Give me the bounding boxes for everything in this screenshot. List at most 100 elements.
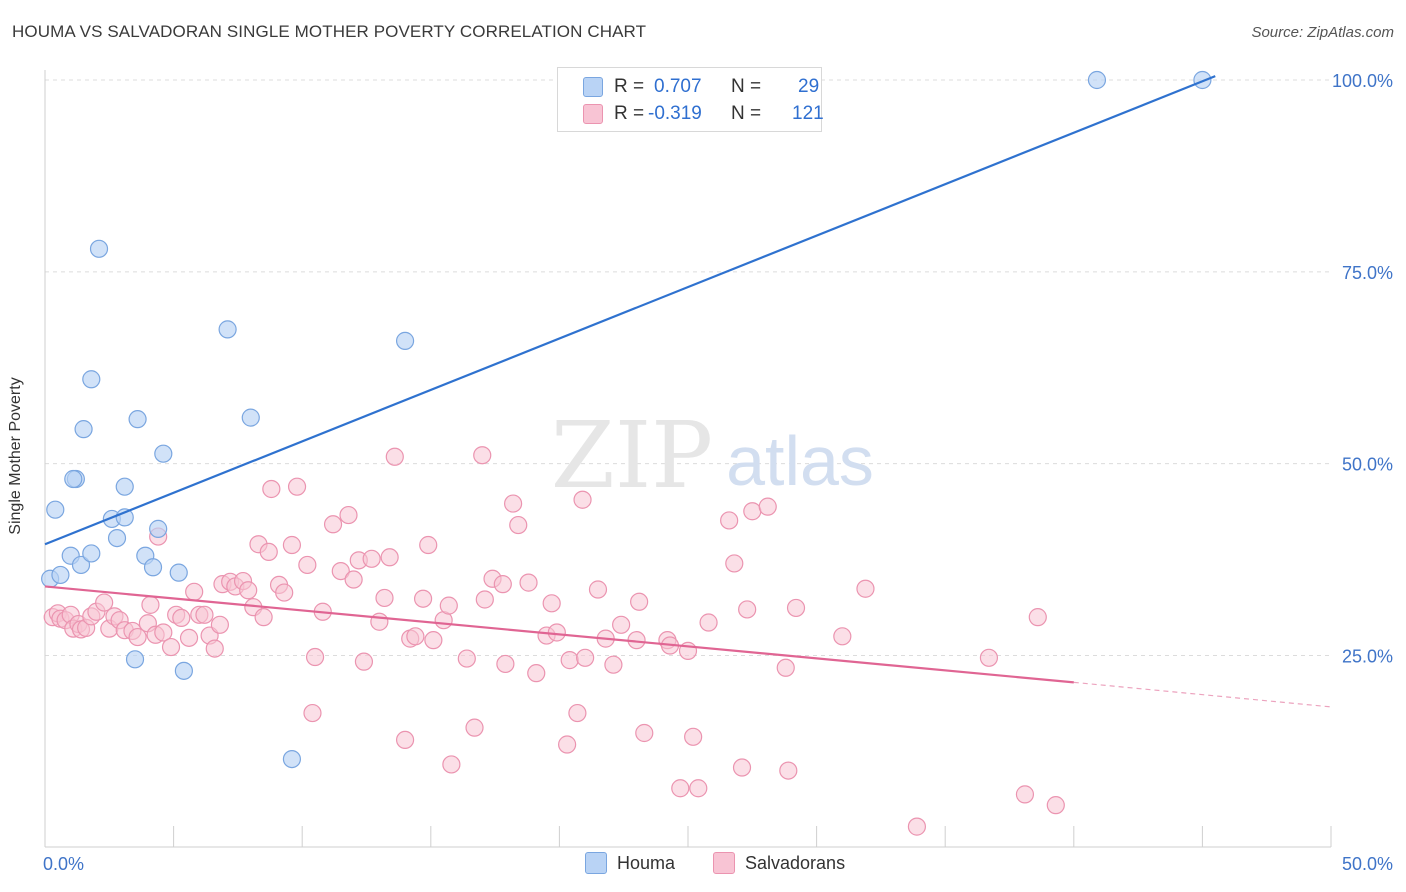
salvadorans-point-79 [509,515,528,535]
salvadorans-point-115 [907,817,927,836]
salvadorans-point-64 [406,627,425,646]
houma-trend-line [44,75,1216,546]
houma-point-25 [282,749,302,769]
salvadorans-point-66 [419,535,438,555]
houma-point-26 [395,331,415,350]
houma-point-7 [74,420,93,439]
salvadorans-point-67 [424,631,443,650]
salvadorans-point-92 [604,655,623,674]
salvadorans-point-26 [179,628,199,647]
y-axis-label: Single Mother Poverty [7,377,24,535]
salvadorans-point-73 [473,446,492,465]
salvadorans-point-37 [239,581,258,600]
salvadorans-point-105 [725,554,744,573]
salvadorans-point-59 [375,588,394,608]
salvadorans-point-46 [287,477,307,496]
salvadorans-point-99 [671,779,690,798]
legend-swatch-salvadorans [583,104,603,124]
salvadorans-point-118 [1028,608,1047,627]
salvadorans-point-62 [395,730,415,750]
salvadorans-point-74 [475,590,494,609]
legend-swatch-houma [583,77,603,97]
houma-point-1 [46,500,65,519]
houma-point-16 [128,410,147,429]
legend-r-label-salvadorans: R = [614,103,645,124]
salvadorans-point-31 [205,639,224,658]
salvadorans-points [43,446,1065,836]
y-tick-label-0: 25.0% [1342,647,1393,667]
salvadorans-point-101 [684,727,703,746]
legend-item-houma: Houma [585,852,675,874]
salvadorans-point-40 [254,608,273,627]
grid-lines [45,79,1331,656]
salvadorans-point-90 [588,580,608,599]
salvadorans-point-111 [779,761,798,780]
watermark-zip: ZIP [551,402,713,509]
houma-point-15 [125,650,145,669]
salvadorans-point-93 [612,615,631,634]
houma-point-12 [107,528,127,548]
salvadorans-point-109 [758,497,777,516]
salvadorans-point-117 [1015,785,1035,804]
salvadorans-point-56 [354,652,374,671]
salvadorans-point-23 [161,637,181,657]
salvadorans-point-102 [689,779,708,798]
salvadorans-point-54 [344,570,363,589]
salvadorans-point-44 [275,583,294,602]
salvadorans-trend-line [44,585,1074,684]
salvadorans-point-86 [560,651,579,670]
tick-labels: 25.0% 50.0% 75.0% 100.0% 0.0% 50.0% [43,71,1393,874]
y-axis-label-wrap: Single Mother Poverty [7,377,25,534]
legend-r-value-houma: 0.707 [654,76,702,97]
y-tick-label-3: 100.0% [1332,71,1393,91]
salvadorans-point-106 [732,758,752,777]
salvadorans-point-29 [195,605,214,624]
houma-point-24 [241,408,260,427]
houma-point-19 [149,519,168,538]
salvadorans-point-61 [385,447,404,466]
salvadorans-point-42 [259,542,278,562]
salvadorans-point-69 [439,596,458,615]
legend-bottom-swatch-salvadorans [713,852,735,874]
salvadorans-point-17 [128,627,147,647]
trend-lines [44,75,1332,708]
salvadorans-point-95 [630,592,649,611]
legend-n-value-houma: 29 [798,76,820,97]
houma-point-13 [115,477,134,496]
salvadorans-point-27 [185,582,204,601]
legend-bottom-swatch-houma [585,852,607,874]
legend-n-label-salvadorans: N = [731,103,762,124]
salvadorans-point-60 [380,548,399,567]
salvadorans-point-112 [786,598,806,618]
legend-label-houma: Houma [617,852,676,873]
salvadorans-point-96 [635,723,654,743]
salvadorans-point-110 [776,658,795,677]
legend-item-salvadorans: Salvadorans [713,852,845,874]
houma-point-22 [174,661,193,680]
salvadorans-point-22 [154,623,173,642]
salvadorans-point-53 [339,505,358,525]
houma-point-20 [154,444,173,463]
salvadorans-point-45 [282,535,302,555]
salvadorans-point-81 [527,664,546,683]
watermark-atlas: atlas [726,422,874,500]
salvadorans-point-85 [558,735,577,754]
houma-point-28 [1193,70,1212,90]
legend-n-label-houma: N = [731,76,762,97]
salvadorans-point-32 [210,615,229,634]
houma-point-9 [82,544,101,563]
salvadorans-point-65 [413,589,433,608]
salvadorans-point-78 [504,494,523,513]
salvadorans-point-77 [496,654,515,674]
salvadorans-point-107 [738,600,757,619]
salvadorans-point-48 [305,647,325,667]
salvadorans-point-114 [856,579,875,598]
y-tick-label-2: 75.0% [1342,263,1393,283]
legend-stats: R = 0.707 N = 29 R = -0.319 N = 121 [557,67,824,132]
houma-point-6 [71,555,91,575]
source-label: Source: ZipAtlas.com [1251,24,1394,41]
legend-n-value-salvadorans: 121 [792,103,824,124]
legend-r-value-salvadorans: -0.319 [648,103,702,124]
salvadorans-point-113 [833,627,852,646]
x-tick-label-0: 0.0% [43,854,84,874]
